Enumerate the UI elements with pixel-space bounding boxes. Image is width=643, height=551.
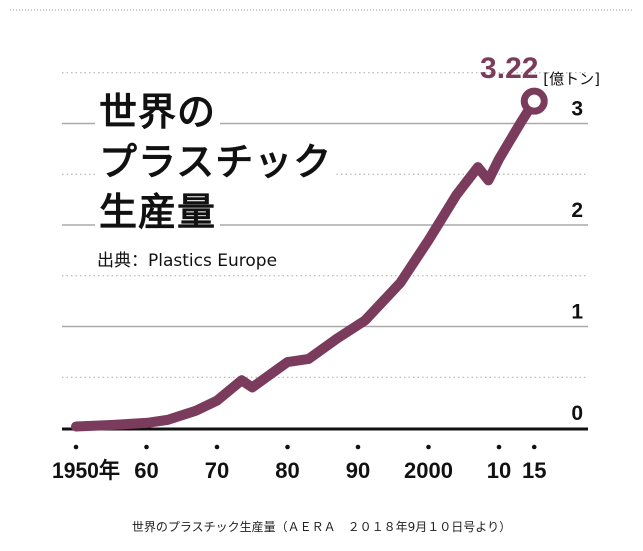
endpoint-marker [520, 87, 548, 115]
chart-title-line-2: プラスチック [95, 143, 337, 181]
unit-label: [億トン] [543, 70, 600, 88]
x-tick-dot [73, 444, 79, 450]
x-tick-dot [214, 444, 220, 450]
chart-title-line-3: 生産量 [95, 193, 221, 231]
end-value-label: 3.22 [480, 52, 538, 85]
x-tick-label: 10 [487, 458, 511, 483]
chart-title-line-1: 世界の [95, 93, 221, 131]
x-tick-dot [285, 444, 290, 450]
x-tick-label: 60 [134, 458, 158, 483]
x-tick-label: 90 [346, 458, 370, 483]
image-caption: 世界のプラスチック生産量（ＡＥＲＡ ２０１８年9月１０日号より） [131, 520, 512, 534]
x-tick-dot [355, 444, 361, 450]
chart-source: 出典：Plastics Europe [97, 246, 282, 271]
x-tick-label: 70 [205, 458, 229, 483]
x-tick-label: 15 [522, 458, 546, 483]
series-line [71, 96, 540, 432]
x-tick-label: 1950年 [52, 458, 120, 483]
y-tick-label: 1 [571, 301, 583, 324]
x-tick-label: 80 [275, 458, 299, 483]
y-tick-label: 2 [571, 199, 583, 222]
x-tick-dot [144, 444, 149, 450]
y-tick-label: 0 [571, 402, 583, 425]
x-tick-dot [496, 444, 502, 450]
y-tick-label: 3 [571, 98, 583, 121]
x-tick-dot [531, 444, 537, 450]
x-tick-dot [426, 444, 431, 450]
x-tick-label: 2000 [404, 458, 453, 483]
